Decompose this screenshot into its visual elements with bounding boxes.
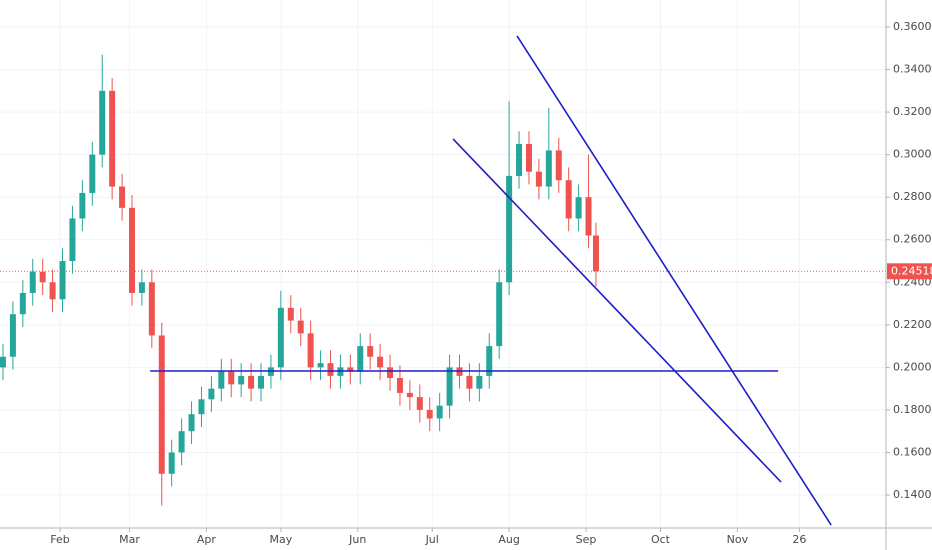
candle-body — [208, 388, 215, 400]
candle-body — [545, 150, 552, 187]
candle-body — [158, 335, 165, 474]
candle-body — [178, 431, 185, 453]
time-axis-bg — [0, 528, 932, 550]
candle-body — [416, 397, 423, 410]
x-tick-label: Nov — [727, 533, 749, 546]
candle-body — [327, 363, 334, 376]
candle-body — [506, 175, 513, 283]
candle-body — [436, 405, 443, 419]
candle-body — [347, 367, 354, 372]
candle-body — [446, 367, 453, 406]
x-tick-label: Apr — [197, 533, 217, 546]
x-tick-label: Feb — [50, 533, 69, 546]
y-tick-label: 0.36000 — [893, 20, 932, 33]
candle-body — [188, 414, 195, 432]
candle-body — [277, 307, 284, 368]
plot — [0, 35, 886, 526]
candle-body — [49, 282, 56, 300]
candle-body — [585, 197, 592, 236]
candle-body — [59, 261, 66, 300]
x-tick-label: May — [269, 533, 292, 546]
candle-body — [525, 144, 532, 172]
x-tick-label: Jun — [348, 533, 366, 546]
candle-body — [287, 307, 294, 321]
candle-body — [0, 356, 6, 368]
x-tick-label: Mar — [119, 533, 140, 546]
candle-body — [218, 371, 225, 389]
candle-body — [565, 180, 572, 219]
candle-body — [426, 409, 433, 419]
candle-body — [238, 375, 245, 385]
candle-body — [198, 399, 205, 415]
x-tick-label: Oct — [651, 533, 671, 546]
x-tick-label: Sep — [576, 533, 597, 546]
candle-body — [496, 282, 503, 347]
candle-body — [476, 375, 483, 389]
candle-body — [89, 154, 96, 193]
candle-body — [148, 282, 155, 336]
candle-body — [9, 314, 16, 357]
candle-body — [516, 144, 523, 176]
candle-body — [258, 375, 265, 389]
candle-body — [367, 346, 374, 357]
x-tick-label: 26 — [792, 533, 806, 546]
trend-line — [516, 35, 832, 526]
candle-body — [357, 346, 364, 372]
candle-body — [248, 375, 255, 389]
candle-body — [228, 371, 235, 385]
candle-body — [387, 367, 394, 379]
candle-body — [128, 207, 135, 293]
candle-body — [39, 271, 46, 283]
last-price-box — [887, 263, 932, 280]
candle-body — [592, 235, 599, 272]
candle-body — [297, 320, 304, 334]
x-tick-label: Jul — [425, 533, 439, 546]
candle-body — [486, 346, 493, 376]
trend-line — [452, 138, 782, 483]
candle-body — [29, 271, 36, 293]
candle-body — [396, 378, 403, 393]
candle-body — [138, 282, 145, 293]
candle-body — [317, 363, 324, 368]
candle-body — [119, 186, 126, 208]
candle-body — [377, 356, 384, 368]
candle-body — [99, 90, 106, 155]
candle-body — [168, 452, 175, 474]
candle-body — [466, 375, 473, 389]
candle-body — [19, 292, 26, 315]
candle-body — [555, 150, 562, 181]
last-price-label: 0.24518 — [891, 264, 932, 277]
candle-body — [406, 392, 413, 398]
candle-body — [109, 90, 116, 187]
x-tick-label: Aug — [498, 533, 519, 546]
candle-body — [535, 171, 542, 187]
candle-body — [69, 218, 76, 262]
candle-body — [79, 192, 86, 219]
candle-body — [307, 333, 314, 368]
candle-body — [575, 197, 582, 219]
